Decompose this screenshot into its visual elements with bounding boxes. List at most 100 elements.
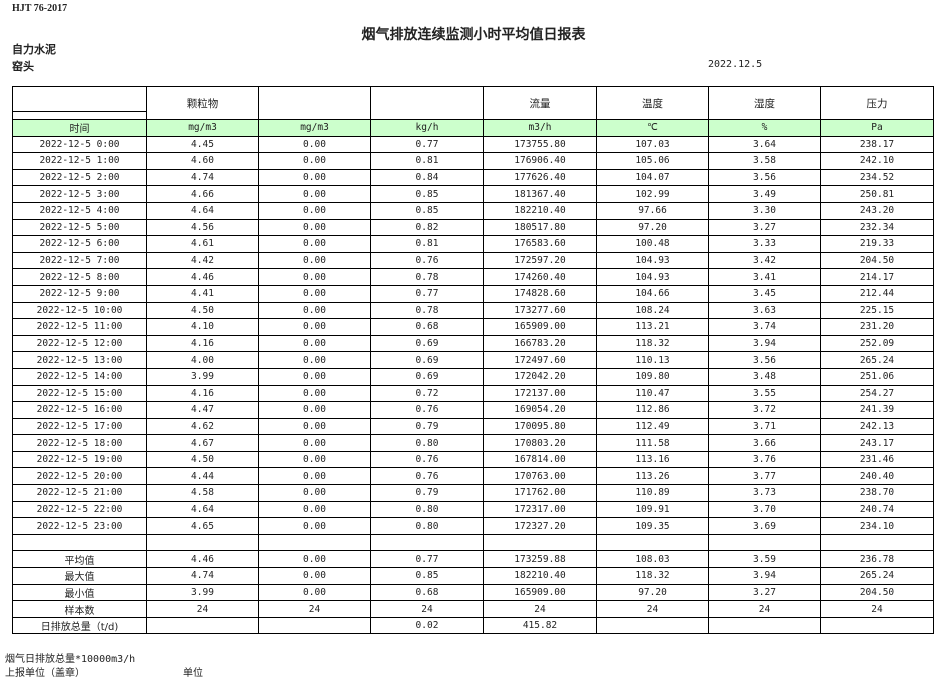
table-row-cell: 212.44 [820,284,934,303]
header-row-cell [370,86,484,120]
table-row-cell: 0.00 [258,417,371,436]
table-row-cell: 104.93 [596,251,709,270]
table-row-cell: 0.76 [370,467,484,486]
table-row-cell: 3.56 [708,351,821,369]
table-row-cell: 104.66 [596,284,709,303]
table-row: 2022-12-5 20:00 4.44 0.00 0.76 170763.00 113.… [12,467,934,486]
table-row-cell: 0.77 [370,135,484,154]
summary-row-cell: 4.46 [146,550,259,569]
table-row-cell: 176906.40 [483,152,597,170]
summary-row-cell: 97.20 [596,583,709,602]
table-row-cell: 113.16 [596,450,709,469]
table-row-cell: 0.80 [370,517,484,535]
table-row-cell: 243.17 [820,434,934,452]
table-row-cell: 240.40 [820,467,934,486]
summary-row-cell: 204.50 [820,583,934,602]
table-row-cell: 2022-12-5 0:00 [12,135,147,154]
blank-row-cell [483,533,597,552]
table-row-cell: 0.00 [258,384,371,403]
table-row-cell: 113.26 [596,467,709,486]
table-row-cell: 167814.00 [483,450,597,469]
table-row-cell: 0.00 [258,168,371,187]
table-row: 2022-12-5 21:00 4.58 0.00 0.79 171762.00 110.… [12,484,934,502]
table-row-cell: 2022-12-5 22:00 [12,500,147,519]
summary-row-cell: 182210.40 [483,567,597,585]
header-row-cell: 流量 [483,86,597,120]
table-row-cell: 4.16 [146,384,259,403]
table-row-cell: 172042.20 [483,367,597,386]
blank-row-cell [12,533,147,552]
summary-row-cell: 108.03 [596,550,709,569]
summary-row-cell: 平均值 [12,550,147,569]
table-row-cell: 0.00 [258,450,371,469]
table-row-cell: 0.00 [258,218,371,237]
table-row-cell: 4.42 [146,251,259,270]
summary-row-cell [708,616,821,635]
table-row: 2022-12-5 8:00 4.46 0.00 0.78 174260.40 104.9… [12,268,934,286]
table-row-cell: 2022-12-5 18:00 [12,434,147,452]
table-row-cell: 2022-12-5 7:00 [12,251,147,270]
table-row-cell: 231.46 [820,450,934,469]
table-row-cell: 110.47 [596,384,709,403]
table-row-cell: 0.00 [258,185,371,203]
table-row-cell: 3.33 [708,235,821,253]
table-row-cell: 4.67 [146,434,259,452]
table-row-cell: 231.20 [820,318,934,336]
summary-row-cell: 0.00 [258,583,371,602]
table-row-cell: 4.65 [146,517,259,535]
units-row-cell: mg/m3 [146,119,259,137]
table-row: 2022-12-5 7:00 4.42 0.00 0.76 172597.20 104.9… [12,251,934,270]
site-name: 窑头 [12,60,34,73]
table-row-cell: 2022-12-5 2:00 [12,168,147,187]
table-row-cell: 0.85 [370,185,484,203]
table-row-cell: 2022-12-5 6:00 [12,235,147,253]
table-row-cell: 0.76 [370,401,484,419]
table-row-cell: 182210.40 [483,201,597,220]
table-row: 2022-12-5 10:00 4.50 0.00 0.78 173277.60 108.… [12,301,934,320]
table-row-cell: 0.00 [258,235,371,253]
blank-row [12,533,934,552]
table-row-cell: 3.71 [708,417,821,436]
blank-row-cell [596,533,709,552]
table-row-cell: 109.35 [596,517,709,535]
summary-row: 最小值 3.99 0.00 0.68 165909.00 97.20 3.27 204.50 [12,583,934,602]
summary-row: 最大值 4.74 0.00 0.85 182210.40 118.32 3.94 265.24 [12,567,934,585]
table-row-cell: 252.09 [820,334,934,353]
table-row: 2022-12-5 16:00 4.47 0.00 0.76 169054.20 112.… [12,401,934,419]
table-row-cell: 2022-12-5 15:00 [12,384,147,403]
summary-row-cell: 3.99 [146,583,259,602]
table-row-cell: 2022-12-5 9:00 [12,284,147,303]
table-row-cell: 3.76 [708,450,821,469]
table-row: 2022-12-5 23:00 4.65 0.00 0.80 172327.20 109.… [12,517,934,535]
table-row-cell: 4.60 [146,152,259,170]
table-row-cell: 0.80 [370,434,484,452]
table-row-cell: 0.00 [258,517,371,535]
table-row-cell: 173277.60 [483,301,597,320]
table-row-cell: 100.48 [596,235,709,253]
table-row-cell: 2022-12-5 4:00 [12,201,147,220]
table-row: 2022-12-5 18:00 4.67 0.00 0.80 170803.20 111.… [12,434,934,452]
table-row-cell: 4.00 [146,351,259,369]
table-row-cell: 3.72 [708,401,821,419]
table-row-cell: 0.76 [370,251,484,270]
table-row-cell: 111.58 [596,434,709,452]
table-row-cell: 225.15 [820,301,934,320]
footer-reporter: 上报单位（盖章） [5,668,85,679]
standard-code: HJT 76-2017 [12,3,68,14]
table-row-cell: 2022-12-5 5:00 [12,218,147,237]
table-row-cell: 4.45 [146,135,259,154]
table-row-cell: 0.81 [370,235,484,253]
table-row-cell: 0.00 [258,301,371,320]
table-row-cell: 0.78 [370,301,484,320]
table-row-cell: 234.52 [820,168,934,187]
table-row: 2022-12-5 2:00 4.74 0.00 0.84 177626.40 104.0… [12,168,934,187]
table-row-cell: 238.70 [820,484,934,502]
table-row-cell: 3.55 [708,384,821,403]
table-row-cell: 4.64 [146,500,259,519]
table-row-cell: 173755.80 [483,135,597,154]
table-row-cell: 170095.80 [483,417,597,436]
table-row-cell: 172137.00 [483,384,597,403]
table-row: 2022-12-5 14:00 3.99 0.00 0.69 172042.20 109.… [12,367,934,386]
table-row-cell: 109.80 [596,367,709,386]
header-row-cell [258,86,371,120]
